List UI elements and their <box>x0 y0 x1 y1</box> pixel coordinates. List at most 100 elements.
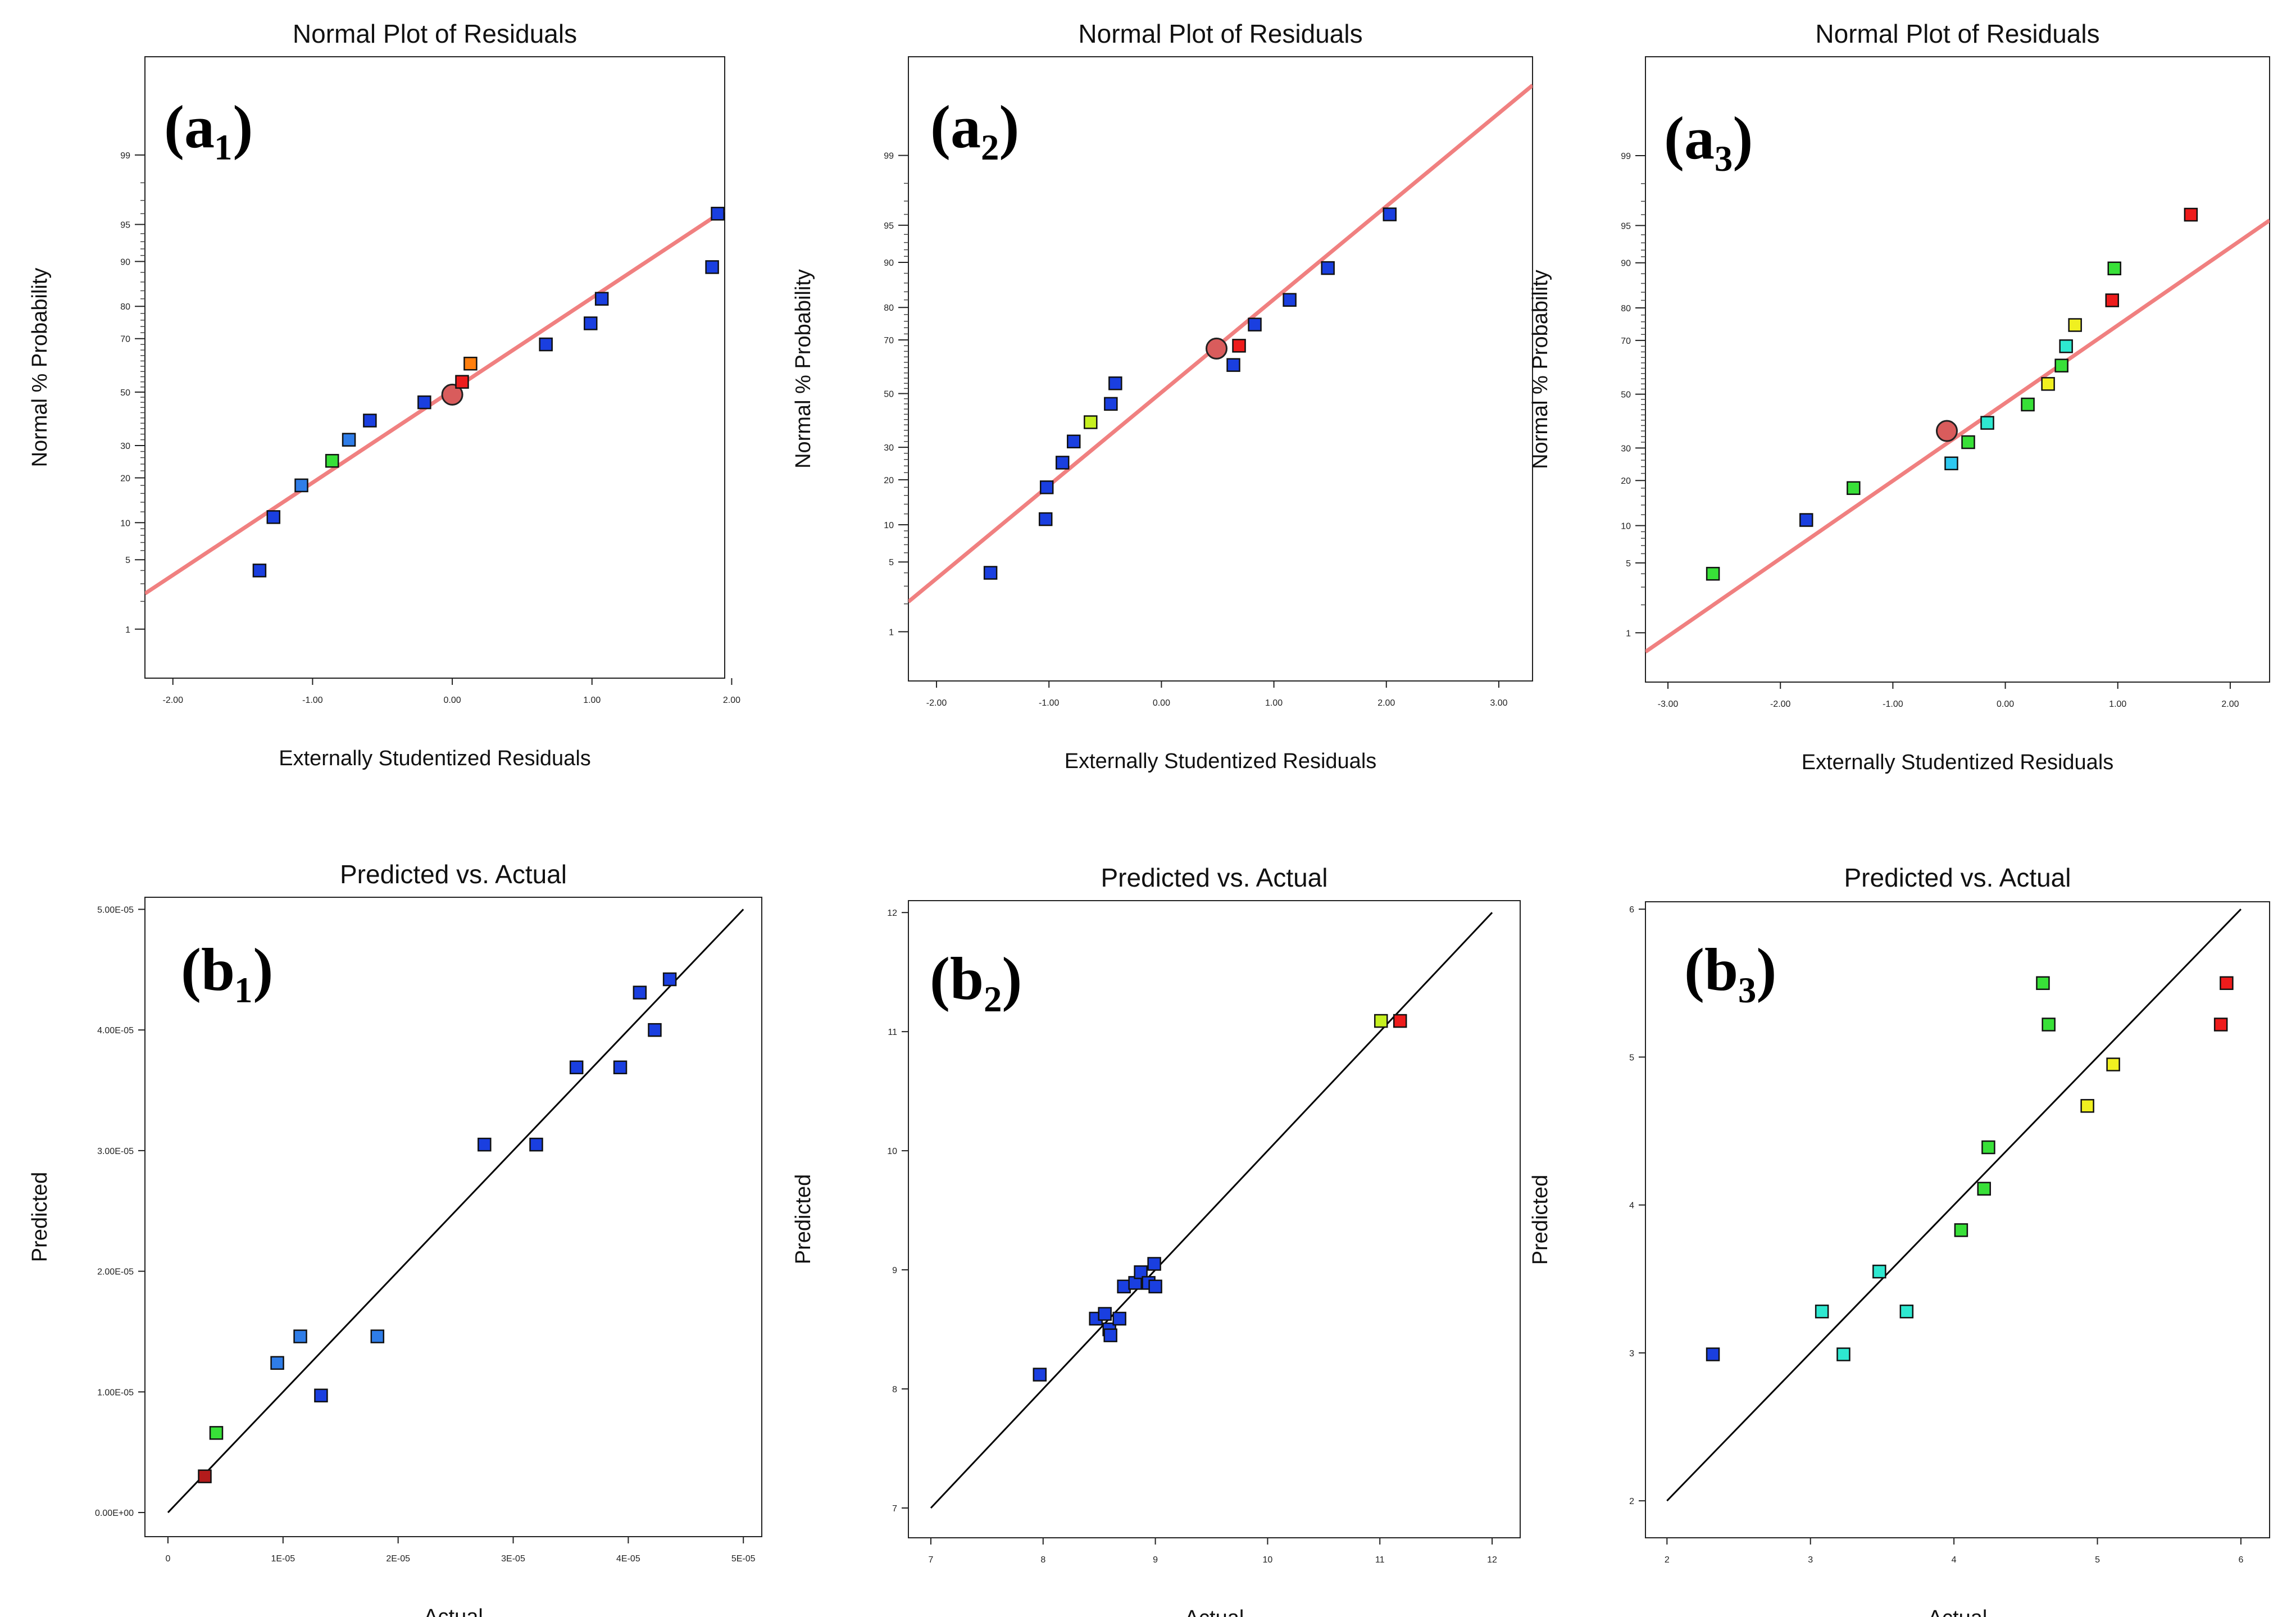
y-tick-label: 2.00E-05 <box>97 1268 134 1277</box>
y-tick-label: 5 <box>125 556 130 565</box>
data-point <box>2068 318 2082 332</box>
x-tick-label: 0.00 <box>444 696 461 705</box>
data-point <box>1232 339 1246 353</box>
y-tick-label: 1 <box>125 625 130 635</box>
x-axis-label: Externally Studentized Residuals <box>279 747 591 770</box>
data-point <box>1706 566 1720 581</box>
data-point <box>1283 293 1297 307</box>
x-tick-label: 1.00 <box>2109 700 2126 709</box>
x-tick-label: -3.00 <box>1658 700 1679 709</box>
y-tick-label: 10 <box>887 1147 897 1156</box>
data-point <box>294 478 308 493</box>
y-tick-label: 20 <box>884 476 894 485</box>
y-tick-label: 30 <box>1621 444 1631 453</box>
y-tick-label: 1 <box>889 628 894 637</box>
plot-frame <box>908 56 1533 682</box>
y-tick-label: 30 <box>884 443 894 453</box>
center-point <box>1205 337 1227 360</box>
data-point <box>705 260 719 274</box>
data-point <box>1104 397 1118 411</box>
data-point <box>1112 1311 1126 1326</box>
data-point <box>1799 513 1813 527</box>
x-tick-label: 1.00 <box>1265 698 1283 708</box>
y-tick-label: 10 <box>120 519 130 528</box>
data-point <box>1836 1347 1851 1361</box>
data-point <box>463 356 478 371</box>
y-tick-label: 90 <box>120 257 130 267</box>
data-point <box>1872 1264 1886 1279</box>
y-tick-label: 99 <box>120 151 130 161</box>
y-tick-label: 4 <box>1629 1201 1634 1211</box>
data-point <box>266 510 281 524</box>
data-point <box>1103 1328 1117 1342</box>
y-tick-label: 99 <box>884 152 894 161</box>
data-point <box>983 566 998 580</box>
chart-a3: Normal Plot of Residuals Externally Stude… <box>1529 19 2270 774</box>
panel-label: (b₃) <box>1684 937 1776 1003</box>
data-point <box>1706 1347 1720 1361</box>
plot-frame <box>1645 56 2270 683</box>
data-point <box>252 564 267 578</box>
y-tick-label: 95 <box>120 220 130 230</box>
data-point <box>1847 481 1861 495</box>
chart-a1: Normal Plot of Residuals Externally Stude… <box>28 19 740 770</box>
y-tick-label: 5 <box>1626 559 1631 569</box>
x-tick-label: -2.00 <box>1770 700 1791 709</box>
chart-title: Normal Plot of Residuals <box>1815 19 2099 48</box>
data-point <box>529 1137 543 1152</box>
reference-line <box>167 909 744 1514</box>
y-axis-label: Normal % Probability <box>792 269 815 469</box>
x-tick-label: 3.00 <box>1490 698 1507 708</box>
data-point <box>1134 1265 1148 1279</box>
y-tick-label: 30 <box>120 442 130 451</box>
data-point <box>613 1060 628 1075</box>
x-tick-label: 0 <box>166 1554 171 1564</box>
reference-line <box>1666 909 2242 1502</box>
x-tick-label: 3 <box>1808 1555 1813 1565</box>
y-tick-label: 20 <box>1621 476 1631 486</box>
data-point <box>1067 434 1081 449</box>
y-tick-label: 0.00E+00 <box>95 1509 134 1518</box>
y-tick-label: 12 <box>887 909 897 918</box>
y-tick-label: 90 <box>884 258 894 268</box>
x-tick-label: 6 <box>2238 1555 2243 1565</box>
x-tick-label: -1.00 <box>1883 700 1903 709</box>
data-point <box>1944 456 1958 470</box>
data-point <box>2213 1018 2228 1032</box>
plot-frame <box>1645 901 2270 1538</box>
y-tick-label: 5.00E-05 <box>97 905 134 915</box>
data-point <box>1147 1257 1161 1271</box>
data-point <box>2042 1018 2056 1032</box>
y-tick-label: 70 <box>1621 337 1631 346</box>
y-tick-label: 3 <box>1629 1349 1634 1359</box>
data-point <box>1117 1279 1131 1294</box>
chart-b2: Predicted vs. Actual Actual Predicted 7 8 9 10… <box>792 863 1521 1617</box>
x-tick-label: -1.00 <box>1039 698 1060 708</box>
chart-title: Normal Plot of Residuals <box>293 19 577 48</box>
y-tick-label: 3.00E-05 <box>97 1147 134 1156</box>
data-point <box>1980 416 1994 430</box>
chart-b3: Predicted vs. Actual Actual Predicted 2 3 4 5 6… <box>1529 863 2270 1617</box>
panel-label: (a₃) <box>1664 105 1753 172</box>
data-point <box>2105 293 2119 307</box>
x-tick-label: -2.00 <box>926 698 947 708</box>
y-tick-label: 9 <box>892 1266 897 1275</box>
data-point <box>198 1469 212 1483</box>
x-tick-label: 0.00 <box>1153 698 1170 708</box>
data-point <box>1148 1279 1162 1294</box>
x-tick-label: 2 <box>1665 1555 1670 1565</box>
y-tick-label: 95 <box>1621 221 1631 231</box>
reference-line <box>145 208 725 596</box>
data-point <box>455 375 469 389</box>
data-point <box>662 972 677 987</box>
y-tick-label: 50 <box>884 390 894 399</box>
x-tick-label: 7 <box>929 1555 934 1565</box>
x-tick-label: -1.00 <box>302 696 323 705</box>
data-point <box>1961 435 1975 449</box>
data-point <box>370 1329 385 1343</box>
y-tick-label: 6 <box>1629 905 1634 915</box>
data-point <box>2041 377 2055 391</box>
data-point <box>1954 1223 1968 1237</box>
center-point <box>441 383 463 406</box>
